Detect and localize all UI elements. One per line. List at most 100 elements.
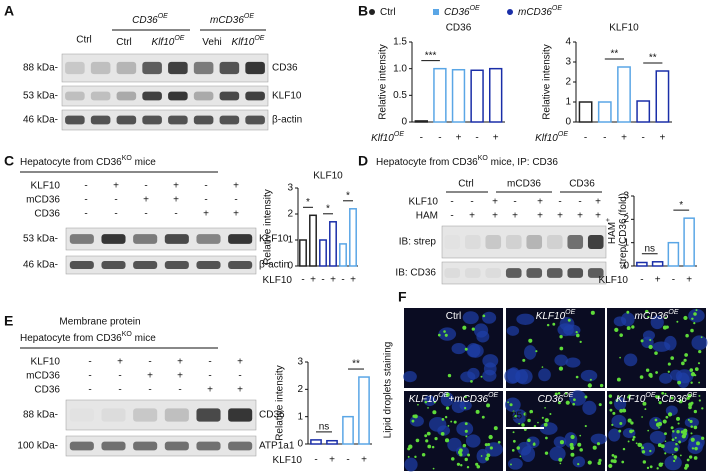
lipid-droplet [533,442,536,445]
sign: + [469,211,475,222]
panel-subtitle: Membrane protein [59,317,140,328]
row-label: HAM [416,211,438,222]
lipid-droplet [512,410,515,413]
blot-band [228,408,253,422]
nucleus [512,409,527,424]
lipid-droplet [664,452,667,455]
lipid-droplet [648,344,653,350]
blot-band [101,234,126,244]
text-part: Vehi [202,37,221,48]
x-row-sign: - [603,133,606,144]
lipid-droplet [641,450,646,454]
lipid-droplet [558,366,564,371]
lipid-droplet [676,416,681,421]
sign: - [84,181,87,192]
blot-band [65,115,85,125]
lipid-droplet [676,320,679,323]
lipid-droplet [654,418,658,422]
lipid-droplet [579,340,582,344]
x-row-sign: - [346,455,349,466]
lipid-droplet [635,442,638,445]
group-label: Ctrl [458,179,474,190]
lipid-droplet [692,447,695,450]
text-part: Ctrl [446,311,462,322]
nucleus [482,354,499,368]
lipid-droplet [457,450,462,455]
nucleus [467,344,484,358]
lipid-droplet [541,416,544,419]
lipid-droplet [664,392,667,395]
y-axis-label: Relative intensity [378,44,389,120]
lipid-droplet [453,420,457,424]
x-row-sign: + [456,133,462,144]
lipid-droplet [658,462,663,467]
blot-band [546,234,563,250]
sign: + [113,181,119,192]
lipid-droplet [621,460,625,464]
row-label: mCD36 [26,371,60,382]
text-part: KLF10 [616,394,646,405]
lipid-droplet [693,456,698,460]
sign: - [238,371,241,382]
lipid-droplet [535,350,538,353]
lipid-droplet [698,381,701,384]
bar [667,241,680,267]
row-label: KLF10 [409,197,439,208]
blot-size: 53 kDa- [23,234,58,245]
blot-band [193,115,214,125]
row-label: KLF10 [31,181,61,192]
lipid-droplet [646,466,650,470]
lipid-droplet [685,333,689,338]
lipid-droplet [464,429,468,433]
nucleus [611,414,627,428]
sign: + [173,195,179,206]
sign: - [88,371,91,382]
significance: * [326,203,330,214]
lipid-droplet [584,424,587,428]
nucleus [590,433,608,445]
lipid-droplet [575,333,580,338]
text-part: HAM [607,222,618,244]
lipid-droplet [691,317,694,321]
text-part: CD36 [538,394,564,405]
blot-band [69,261,94,269]
text-part: KLF10 [409,394,439,405]
lipid-droplet [487,443,491,447]
y-tick-label: 2 [297,384,303,395]
nucleus [650,315,664,330]
blot-size: 53 kDa- [23,91,58,102]
text-part: mCD36 [518,7,552,18]
blot-band [228,234,253,244]
bar [470,69,484,123]
blot-size: 100 kDa- [17,441,58,452]
blot-band [193,91,214,101]
lipid-droplet [647,429,650,432]
y-tick-label: 2 [623,214,629,225]
bar [636,261,648,267]
lipid-droplet [642,401,647,406]
lipid-droplet [485,456,490,461]
lipid-droplet [670,396,674,400]
lipid-droplet [447,373,452,378]
lipid-droplet [609,408,613,412]
nucleus [515,369,528,384]
lipid-droplet [627,395,630,399]
sign: - [204,181,207,192]
lipid-droplet [597,461,602,465]
superscript: OE [687,392,697,399]
lipid-droplet [543,422,548,427]
x-row-sign: + [330,275,336,286]
lipid-droplet [481,415,485,419]
lipid-droplet [557,401,561,405]
lipid-droplet [697,362,701,365]
sign: - [558,197,561,208]
sign: - [114,209,117,220]
blot-band [196,234,221,244]
nucleus [440,391,454,407]
lipid-droplet [567,318,571,322]
lipid-droplet [598,403,602,407]
x-row-sign: - [475,133,478,144]
superscript: OE [668,309,678,316]
lipid-droplet [598,458,602,462]
blot-protein: β-actin [272,115,302,126]
